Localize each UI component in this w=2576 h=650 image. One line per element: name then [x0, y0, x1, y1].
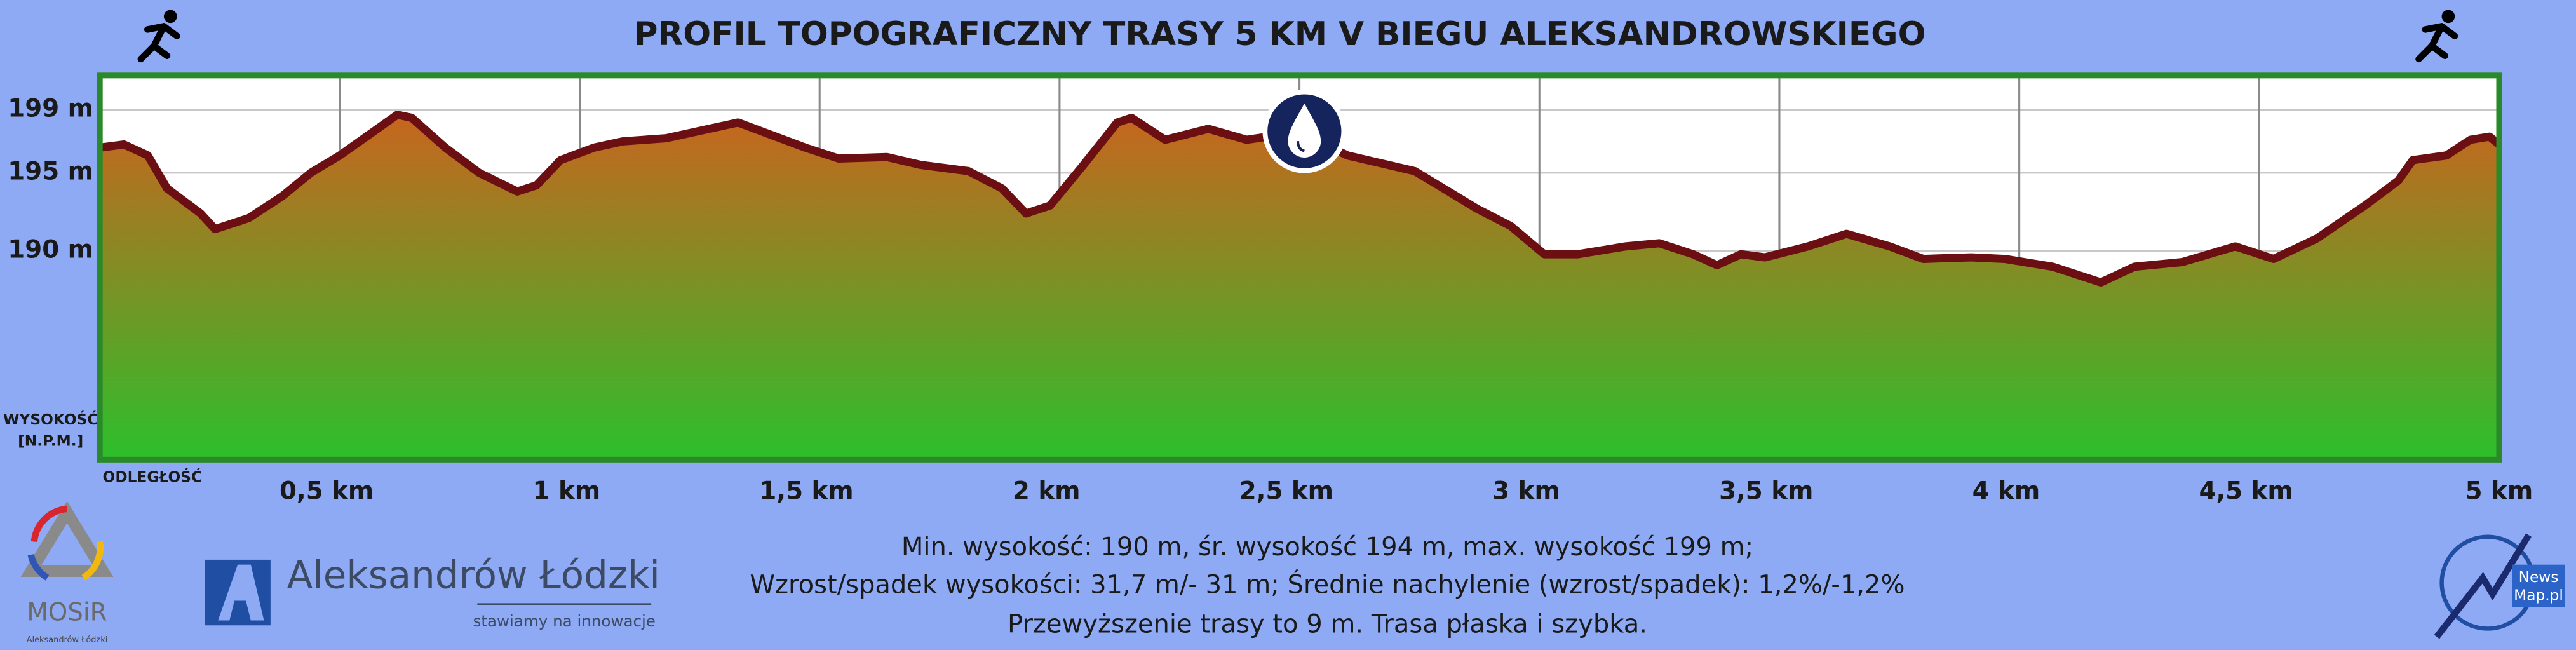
x-tick-label: 4 km [1972, 477, 2040, 506]
area-fill [100, 114, 2499, 460]
stats-note: Min. wysokość: 190 m, śr. wysokość 194 m… [901, 532, 1753, 562]
x-tick-label: 2,5 km [1239, 477, 1333, 506]
runner-icon [2415, 10, 2458, 63]
x-tick-label: 1 km [533, 477, 601, 506]
x-tick-label: 0,5 km [280, 477, 374, 506]
y-axis-label: [N.P.M.] [18, 432, 83, 449]
plot-border [97, 72, 2502, 463]
runner-icon [137, 10, 180, 63]
stats-note: Przewyższenie trasy to 9 m. Trasa płaska… [1008, 609, 1647, 639]
y-axis-label: WYSOKOŚĆ [3, 410, 98, 428]
city-name: Aleksandrów Łódzki [287, 553, 660, 597]
mosir-subtitle: Aleksandrów Łódzki [27, 635, 108, 645]
x-tick-label: 3 km [1492, 477, 1560, 506]
x-tick-label: 4,5 km [2199, 477, 2293, 506]
x-tick-label: 2 km [1013, 477, 1081, 506]
mosir-logo: MOSiR Aleksandrów Łódzki [20, 501, 114, 645]
newsmap-logo: News Map.pl [2434, 533, 2565, 639]
y-tick-label: 190 m [8, 236, 93, 264]
city-logo: Aleksandrów Łódzki stawiamy na innowacje [205, 553, 660, 630]
x-tick-label: 3,5 km [1719, 477, 1813, 506]
plot-data [100, 111, 2500, 460]
newsmap-text: Map.pl [2514, 586, 2563, 604]
mosir-name: MOSiR [27, 599, 107, 627]
water-point-icon [1262, 89, 1347, 173]
x-tick-label: 1,5 km [759, 477, 853, 506]
chart-title: PROFIL TOPOGRAFICZNY TRASY 5 KM V BIEGU … [634, 15, 1926, 53]
y-tick-label: 195 m [8, 157, 93, 186]
newsmap-text: News [2519, 569, 2559, 586]
x-axis-label: ODLEGŁOŚĆ [103, 468, 203, 485]
elevation-line [100, 111, 2500, 287]
y-tick-label: 199 m [8, 95, 93, 123]
x-tick-label: 5 km [2465, 477, 2533, 506]
stats-note: Wzrost/spadek wysokości: 31,7 m/- 31 m; … [750, 569, 1905, 599]
city-slogan: stawiamy na innowacje [473, 612, 656, 630]
